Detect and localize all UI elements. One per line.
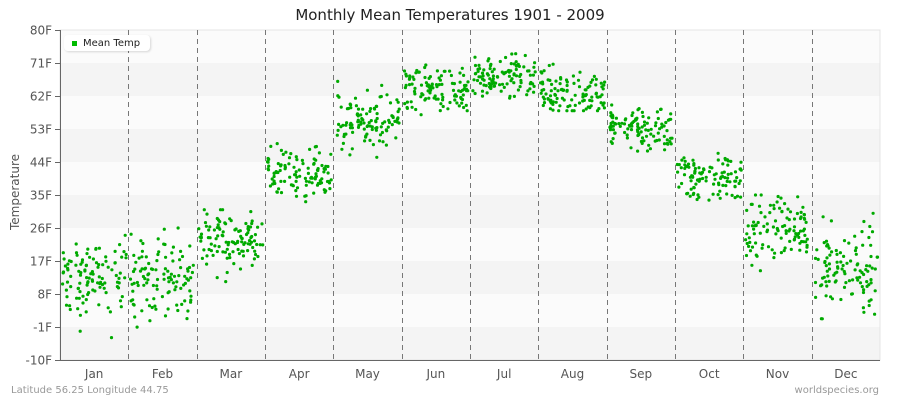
- x-tick-label: Aug: [561, 367, 584, 381]
- location-text: Latitude 56.25 Longitude 44.75: [11, 385, 169, 396]
- y-tick-label: 44F: [30, 156, 52, 170]
- y-tick-label: 71F: [30, 57, 52, 71]
- x-tick-label: May: [355, 367, 380, 381]
- y-tick-label: 80F: [30, 24, 52, 38]
- y-tick-label: 35F: [30, 189, 52, 203]
- legend-swatch-icon: [72, 40, 77, 46]
- y-tick-label: 17F: [30, 255, 52, 269]
- legend-label: Mean Temp: [83, 37, 141, 49]
- y-tick-label: 53F: [30, 123, 52, 137]
- x-tick-label: Oct: [699, 367, 720, 381]
- x-tick-label: Jul: [496, 367, 511, 381]
- y-tick-label: 26F: [30, 222, 52, 236]
- x-tick-label: Mar: [220, 367, 243, 381]
- x-tick-label: Jan: [84, 367, 104, 381]
- x-tick-label: Feb: [152, 367, 173, 381]
- legend: Mean Temp: [64, 35, 151, 51]
- x-tick-label: Nov: [766, 367, 789, 381]
- y-tick-label: -1F: [33, 321, 52, 335]
- x-tick-label: Sep: [630, 367, 653, 381]
- y-tick-label: -10F: [25, 354, 52, 368]
- data-points: [61, 52, 880, 340]
- source-link[interactable]: worldspecies.org: [794, 385, 879, 396]
- x-tick-label: Jun: [425, 367, 445, 381]
- y-tick-label: 62F: [30, 90, 52, 104]
- chart-title: Monthly Mean Temperatures 1901 - 2009: [295, 6, 605, 24]
- y-tick-label: 8F: [37, 288, 52, 302]
- x-tick-label: Dec: [834, 367, 857, 381]
- x-tick-label: Apr: [289, 367, 310, 381]
